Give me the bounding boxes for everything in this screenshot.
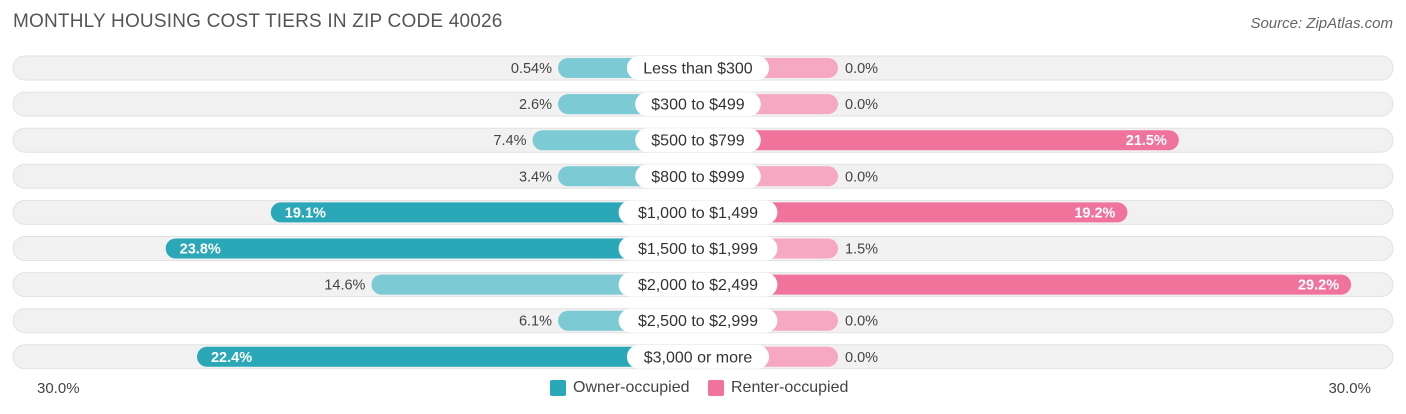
axis-right-label: 30.0% — [1328, 380, 1371, 397]
legend-item-owner[interactable]: Owner-occupied — [550, 379, 690, 397]
category-label: $2,000 to $2,499 — [638, 277, 758, 294]
owner-value-label: 19.1% — [285, 205, 326, 221]
axis-left-label: 30.0% — [37, 380, 80, 397]
legend-label-owner: Owner-occupied — [573, 379, 690, 396]
owner-value-label: 23.8% — [180, 242, 221, 258]
diverging-bar-chart: Less than $300 0.54% 0.0% $300 to $499 2.6% 0… — [12, 55, 1394, 370]
bar-owner — [165, 238, 698, 259]
category-label: $300 to $499 — [651, 97, 745, 114]
renter-value-label: 0.0% — [845, 169, 878, 185]
source-note: Source: ZipAtlas.com — [1250, 15, 1393, 32]
owner-value-label: 22.4% — [211, 350, 252, 366]
renter-value-label: 0.0% — [845, 350, 878, 366]
owner-value-label: 7.4% — [493, 133, 526, 149]
legend-label-renter: Renter-occupied — [731, 379, 849, 396]
category-label: $1,500 to $1,999 — [638, 241, 758, 258]
renter-value-label: 0.0% — [845, 314, 878, 330]
bar-owner — [270, 202, 698, 223]
bar-renter — [698, 274, 1352, 295]
owner-value-label: 6.1% — [519, 314, 552, 330]
category-label: $2,500 to $2,999 — [638, 313, 758, 330]
legend-swatch-owner — [550, 380, 566, 396]
category-label: $500 to $799 — [651, 133, 745, 150]
renter-value-label: 0.0% — [845, 61, 878, 77]
renter-value-label: 1.5% — [845, 242, 878, 258]
bar-renter — [698, 130, 1179, 151]
category-pill — [626, 344, 770, 369]
owner-value-label: 0.54% — [511, 61, 552, 77]
legend-swatch-renter — [708, 380, 724, 396]
owner-value-label: 3.4% — [519, 169, 552, 185]
category-pill — [635, 164, 761, 189]
category-label: $3,000 or more — [644, 349, 753, 366]
owner-value-label: 2.6% — [519, 97, 552, 113]
category-pill — [618, 272, 778, 297]
category-label: Less than $300 — [643, 61, 753, 78]
category-pill — [626, 56, 770, 80]
category-pill — [635, 92, 761, 117]
category-pill — [618, 236, 778, 261]
category-label: $800 to $999 — [651, 169, 745, 186]
bar-owner — [196, 346, 698, 367]
legend: Owner-occupied Renter-occupied — [0, 379, 1406, 399]
renter-value-label: 29.2% — [1298, 278, 1339, 294]
chart-title: MONTHLY HOUSING COST TIERS IN ZIP CODE 4… — [13, 11, 503, 32]
bar-owner — [371, 274, 698, 295]
renter-value-label: 21.5% — [1126, 133, 1167, 149]
owner-value-label: 14.6% — [324, 278, 365, 294]
category-pill — [618, 200, 778, 225]
renter-value-label: 0.0% — [845, 97, 878, 113]
category-pill — [618, 308, 778, 333]
category-label: $1,000 to $1,499 — [638, 205, 758, 222]
bar-renter — [698, 202, 1128, 223]
category-pill — [635, 128, 761, 153]
renter-value-label: 19.2% — [1074, 205, 1115, 221]
legend-item-renter[interactable]: Renter-occupied — [708, 379, 848, 397]
